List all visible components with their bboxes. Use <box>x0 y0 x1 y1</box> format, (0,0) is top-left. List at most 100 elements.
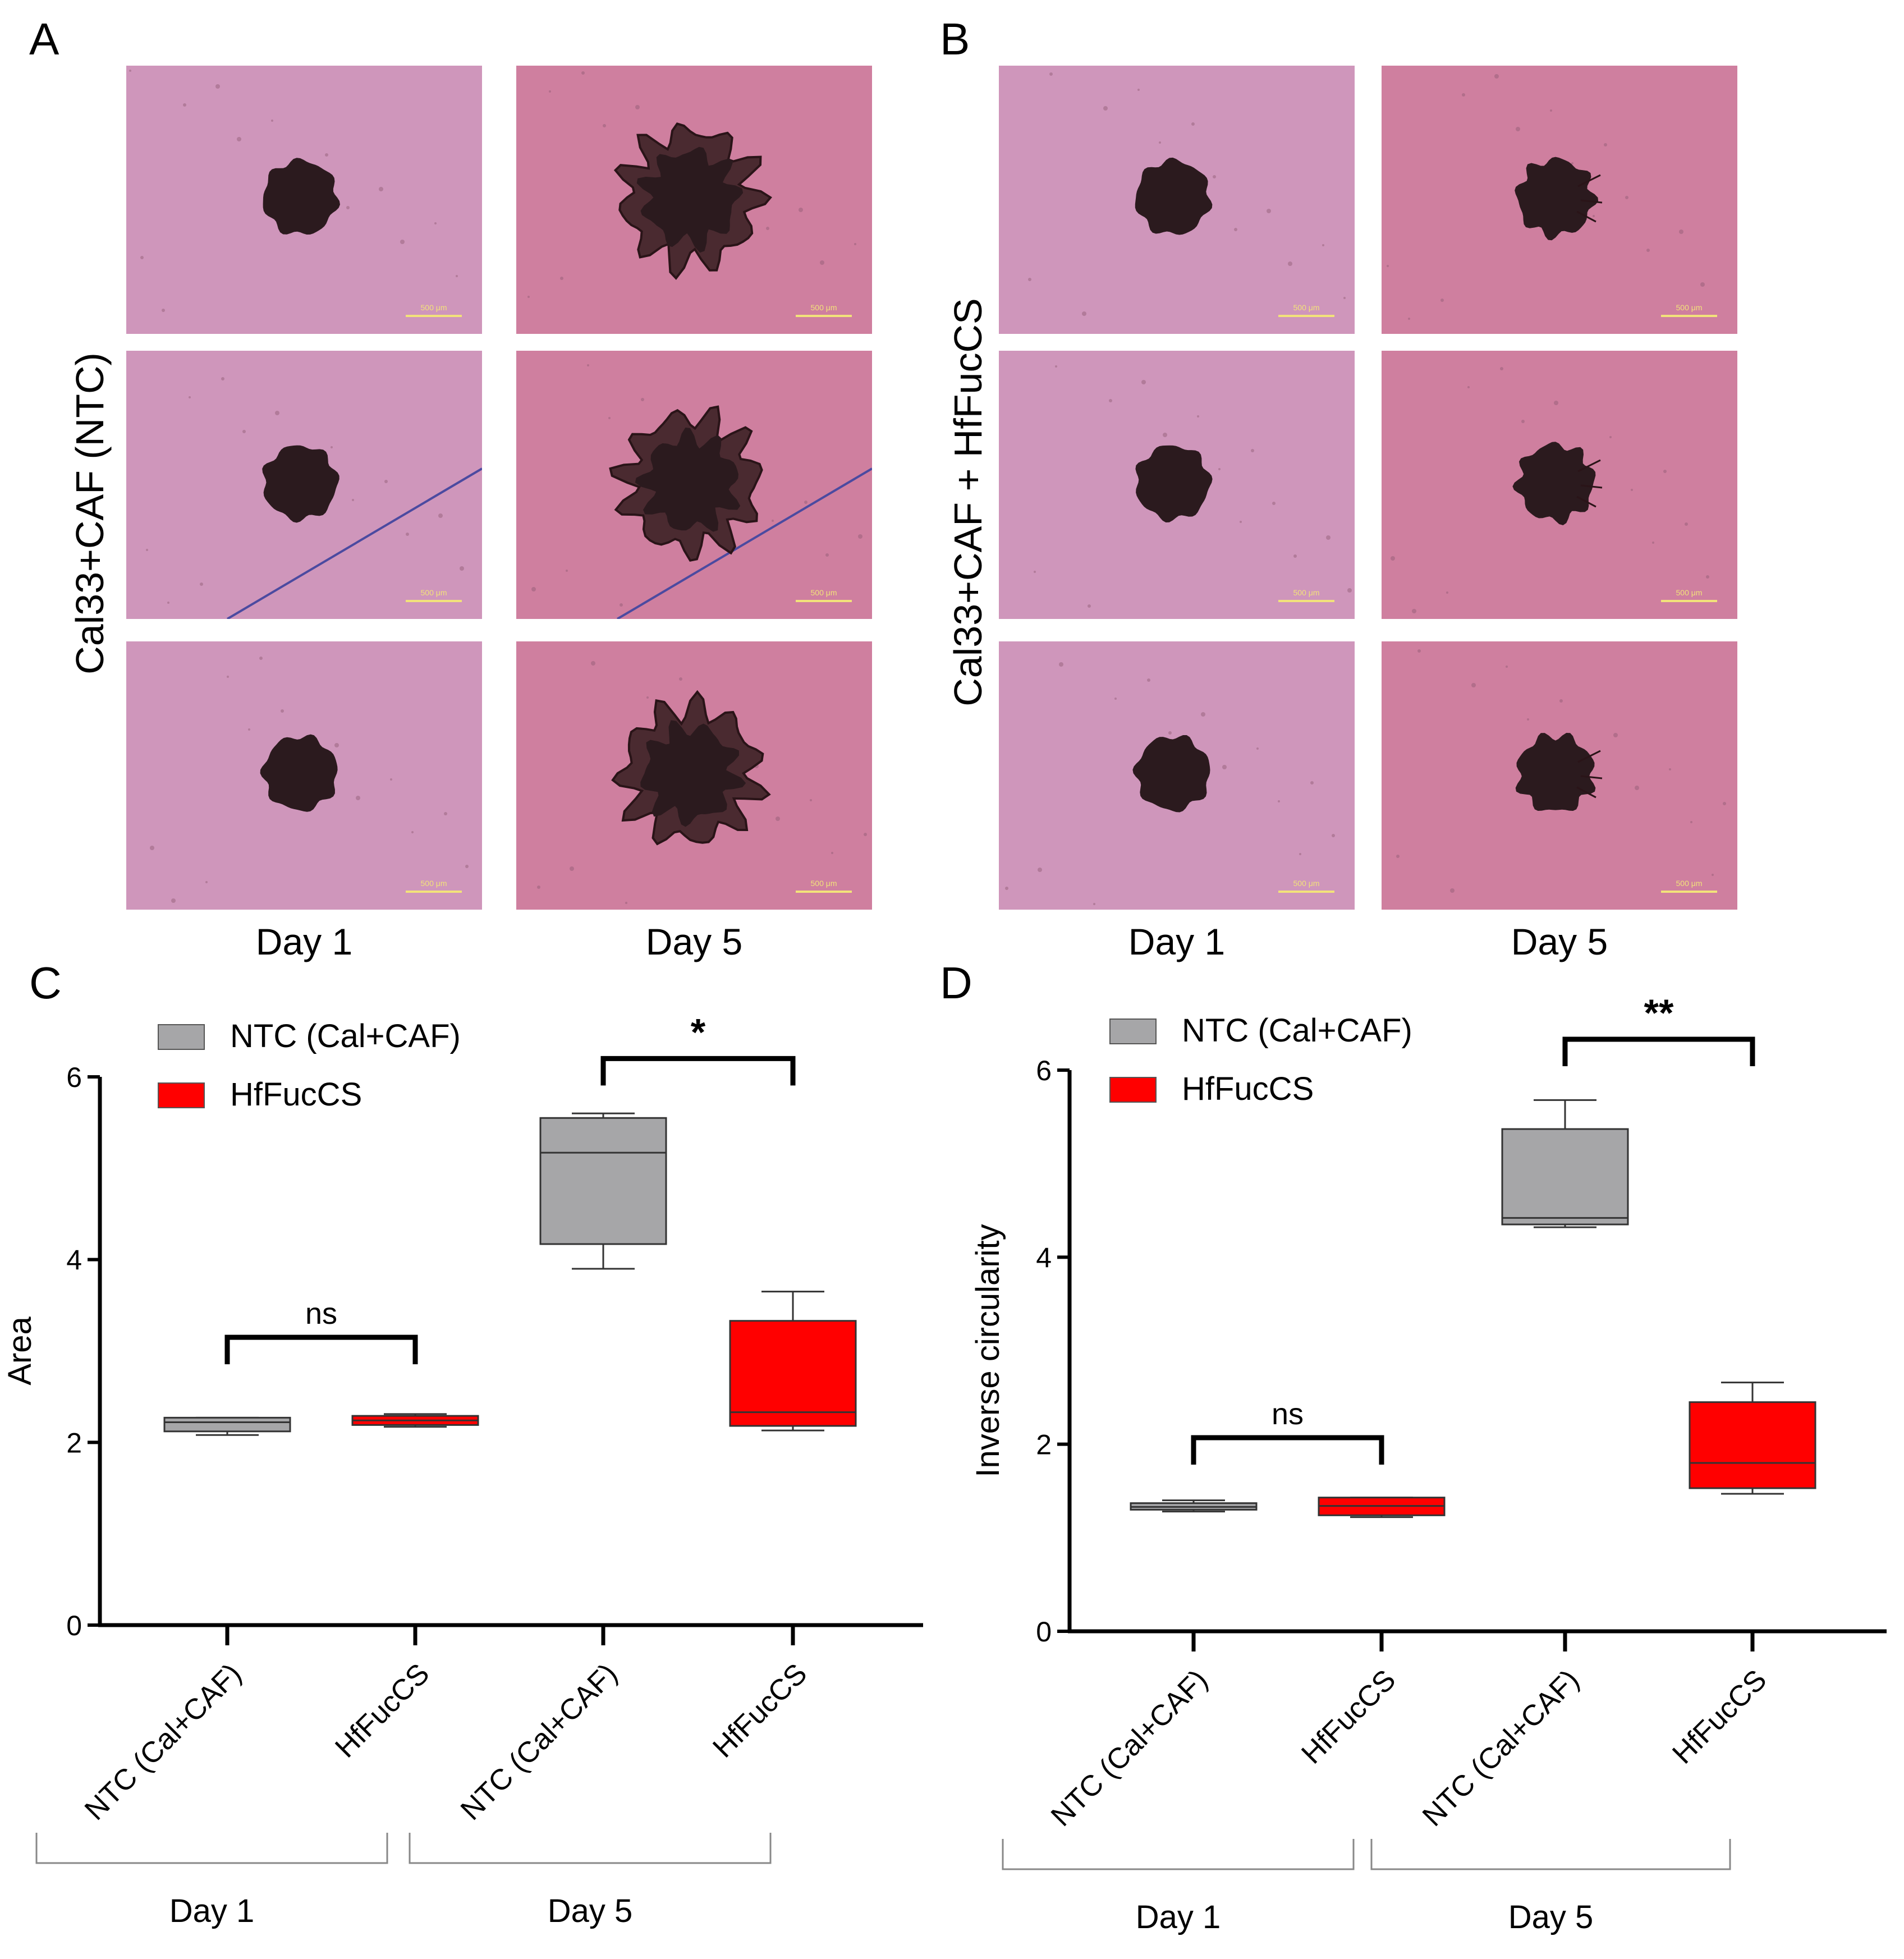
debris-speck <box>1034 571 1036 573</box>
debris-speck <box>227 676 229 678</box>
micrograph-image <box>126 66 482 334</box>
scale-bar-line <box>796 600 852 602</box>
micrograph-a-day1-r1: 500 μm <box>126 66 482 334</box>
scale-bar-label: 500 μm <box>810 588 837 597</box>
debris-speck <box>1471 683 1476 687</box>
y-tick-label: 2 <box>66 1427 82 1458</box>
group-bracket <box>1002 1839 1355 1870</box>
debris-speck <box>1038 868 1042 872</box>
significance-label: ns <box>305 1297 337 1331</box>
debris-speck <box>1387 265 1389 267</box>
debris-speck <box>804 501 808 504</box>
debris-speck <box>1256 747 1259 750</box>
significance-label: ns <box>1272 1397 1304 1431</box>
scratch-line <box>616 467 872 619</box>
debris-speck <box>1147 678 1150 682</box>
debris-speck <box>1462 93 1465 97</box>
debris-speck <box>1213 175 1216 178</box>
debris-speck <box>1234 228 1237 231</box>
debris-speck <box>1609 436 1612 438</box>
debris-speck <box>1168 731 1172 735</box>
debris-speck <box>183 103 186 107</box>
scale-bar-label: 500 μm <box>810 879 837 888</box>
debris-speck <box>1571 162 1573 164</box>
debris-speck <box>259 657 263 660</box>
debris-speck <box>1137 89 1140 91</box>
debris-speck <box>566 570 568 572</box>
debris-speck <box>150 846 154 850</box>
box <box>1689 1401 1816 1489</box>
debris-speck <box>1700 282 1705 287</box>
debris-speck <box>200 582 203 586</box>
micrograph-b-day1-r3: 500 μm <box>999 641 1355 910</box>
debris-speck <box>1103 106 1108 111</box>
debris-speck <box>1163 433 1167 437</box>
y-tick-label: 6 <box>66 1062 82 1093</box>
debris-speck <box>581 71 585 75</box>
y-tick-label: 2 <box>1036 1429 1052 1461</box>
micrograph-image <box>999 351 1355 619</box>
y-axis-title: Inverse circularity <box>970 1224 1006 1477</box>
debris-speck <box>1218 468 1221 470</box>
debris-speck <box>434 222 437 224</box>
x-tick-label: HfFucCS <box>1295 1663 1402 1770</box>
micrograph-image <box>516 351 872 619</box>
x-tick-label: HfFucCS <box>1666 1663 1773 1770</box>
debris-speck <box>531 587 536 591</box>
debris-speck <box>1049 72 1053 76</box>
scratch-line <box>226 467 482 619</box>
debris-speck <box>527 296 530 298</box>
scale-bar-label: 500 μm <box>420 303 447 312</box>
debris-speck <box>1663 470 1667 473</box>
debris-speck <box>1299 853 1301 855</box>
debris-speck <box>1141 380 1146 384</box>
debris-speck <box>549 90 551 93</box>
scale-bar-line <box>1661 891 1717 893</box>
legend-label: HfFucCS <box>1182 1071 1314 1107</box>
debris-speck <box>1191 122 1195 126</box>
debris-speck <box>1652 542 1654 544</box>
spheroid <box>1515 733 1596 811</box>
debris-speck <box>1222 765 1227 769</box>
debris-speck <box>242 430 246 433</box>
debris-speck <box>1093 903 1095 905</box>
debris-speck <box>1059 662 1063 667</box>
micrograph-image <box>999 641 1355 910</box>
micrograph-image <box>126 641 482 910</box>
debris-speck <box>406 533 409 536</box>
debris-speck <box>1310 781 1314 784</box>
column-label-b-day5: Day 5 <box>1511 921 1608 962</box>
scale-bar: 500 μm <box>796 879 852 893</box>
debris-speck <box>1631 489 1633 491</box>
debris-speck <box>820 260 824 265</box>
debris-speck <box>1391 556 1395 561</box>
micrograph-image <box>999 66 1355 334</box>
debris-speck <box>1521 420 1525 423</box>
spheroid <box>1512 442 1596 525</box>
debris-speck <box>1347 588 1352 593</box>
debris-speck <box>1550 109 1552 112</box>
scale-bar: 500 μm <box>1278 589 1334 602</box>
legend-swatch <box>158 1082 205 1108</box>
debris-speck <box>171 898 176 903</box>
debris-speck <box>1278 800 1280 802</box>
debris-speck <box>591 661 595 666</box>
debris-speck <box>167 602 169 604</box>
debris-speck <box>641 398 644 401</box>
debris-speck <box>858 534 862 539</box>
debris-speck <box>1197 415 1199 418</box>
debris-speck <box>1396 855 1400 858</box>
column-label-b-day1: Day 1 <box>1128 921 1226 962</box>
debris-speck <box>1114 698 1117 700</box>
debris-speck <box>560 277 563 280</box>
scale-bar-line <box>406 891 462 893</box>
debris-speck <box>1326 535 1330 540</box>
debris-speck <box>1028 278 1031 281</box>
debris-speck <box>1288 261 1292 266</box>
debris-speck <box>1440 299 1444 302</box>
debris-speck <box>1500 367 1503 370</box>
scale-bar-label: 500 μm <box>420 879 447 888</box>
debris-speck <box>825 553 829 557</box>
debris-speck <box>1685 522 1688 526</box>
